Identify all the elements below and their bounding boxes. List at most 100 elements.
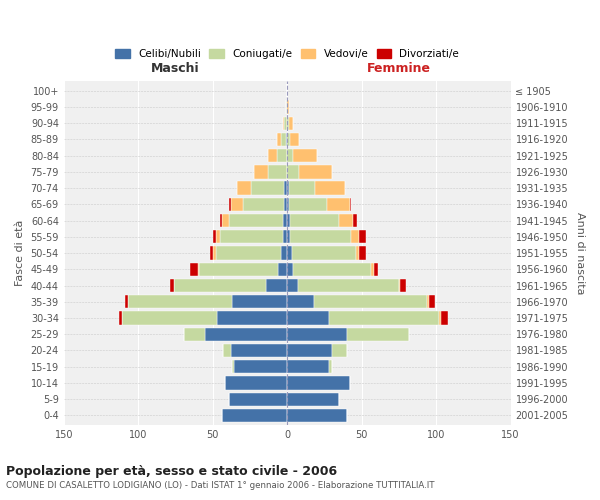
Bar <box>329 312 439 324</box>
Bar <box>281 133 286 146</box>
Bar <box>287 262 293 276</box>
Bar <box>184 328 205 341</box>
Bar <box>316 182 345 195</box>
Bar <box>220 214 221 228</box>
Bar <box>359 230 366 243</box>
Bar <box>205 328 287 341</box>
Bar <box>198 262 199 276</box>
Bar <box>427 295 428 308</box>
Bar <box>340 214 353 228</box>
Bar <box>277 133 281 146</box>
Bar <box>287 344 332 357</box>
Bar <box>400 279 406 292</box>
Bar <box>351 230 359 243</box>
Bar <box>290 133 299 146</box>
Bar <box>428 295 434 308</box>
Bar <box>287 182 289 195</box>
Bar <box>350 198 351 211</box>
Bar <box>223 344 230 357</box>
Bar <box>268 165 287 178</box>
Text: Popolazione per età, sesso e stato civile - 2006: Popolazione per età, sesso e stato civil… <box>6 465 337 478</box>
Bar <box>290 214 340 228</box>
Bar <box>229 214 283 228</box>
Bar <box>229 392 287 406</box>
Bar <box>353 214 357 228</box>
Bar <box>281 246 287 260</box>
Bar <box>220 230 283 243</box>
Bar <box>278 262 287 276</box>
Bar <box>287 149 293 162</box>
Bar <box>232 295 287 308</box>
Bar <box>399 279 400 292</box>
Bar <box>287 198 289 211</box>
Bar <box>277 149 287 162</box>
Bar <box>174 279 266 292</box>
Bar <box>284 116 287 130</box>
Bar <box>287 392 340 406</box>
Bar <box>216 246 281 260</box>
Y-axis label: Anni di nascita: Anni di nascita <box>575 212 585 294</box>
Bar <box>287 328 347 341</box>
Bar <box>236 182 251 195</box>
Bar <box>287 376 350 390</box>
Bar <box>284 182 287 195</box>
Bar <box>332 344 347 357</box>
Bar <box>199 262 278 276</box>
Bar <box>224 376 287 390</box>
Bar <box>283 230 287 243</box>
Bar <box>329 360 332 374</box>
Bar <box>347 328 409 341</box>
Y-axis label: Fasce di età: Fasce di età <box>15 220 25 286</box>
Bar <box>440 312 448 324</box>
Text: COMUNE DI CASALETTO LODIGIANO (LO) - Dati ISTAT 1° gennaio 2006 - Elaborazione T: COMUNE DI CASALETTO LODIGIANO (LO) - Dat… <box>6 481 434 490</box>
Bar <box>287 230 290 243</box>
Bar <box>287 360 329 374</box>
Bar <box>216 230 220 243</box>
Bar <box>268 149 277 162</box>
Bar <box>217 312 287 324</box>
Bar <box>230 198 242 211</box>
Bar <box>293 262 371 276</box>
Bar <box>439 312 440 324</box>
Bar <box>266 279 287 292</box>
Bar <box>292 246 356 260</box>
Bar <box>254 165 268 178</box>
Bar <box>287 116 289 130</box>
Bar <box>289 182 316 195</box>
Bar <box>233 360 287 374</box>
Bar <box>221 214 229 228</box>
Bar <box>284 198 287 211</box>
Bar <box>287 279 298 292</box>
Bar <box>283 116 284 130</box>
Bar <box>119 312 122 324</box>
Bar <box>328 198 350 211</box>
Bar <box>286 100 287 114</box>
Bar <box>287 246 292 260</box>
Bar <box>371 262 374 276</box>
Bar <box>314 295 427 308</box>
Bar <box>122 312 217 324</box>
Bar <box>221 408 287 422</box>
Bar <box>232 360 233 374</box>
Bar <box>287 165 299 178</box>
Bar <box>293 149 317 162</box>
Bar <box>210 246 213 260</box>
Bar <box>356 246 359 260</box>
Bar <box>213 246 216 260</box>
Bar <box>190 262 198 276</box>
Bar <box>287 408 347 422</box>
Bar <box>287 214 290 228</box>
Bar <box>128 295 232 308</box>
Bar <box>289 198 328 211</box>
Bar <box>298 279 399 292</box>
Bar <box>287 133 290 146</box>
Bar <box>229 198 230 211</box>
Bar <box>242 198 284 211</box>
Bar <box>287 312 329 324</box>
Bar <box>287 100 289 114</box>
Text: Maschi: Maschi <box>151 62 200 76</box>
Text: Femmine: Femmine <box>367 62 431 76</box>
Bar <box>299 165 332 178</box>
Bar <box>213 230 216 243</box>
Bar <box>230 344 287 357</box>
